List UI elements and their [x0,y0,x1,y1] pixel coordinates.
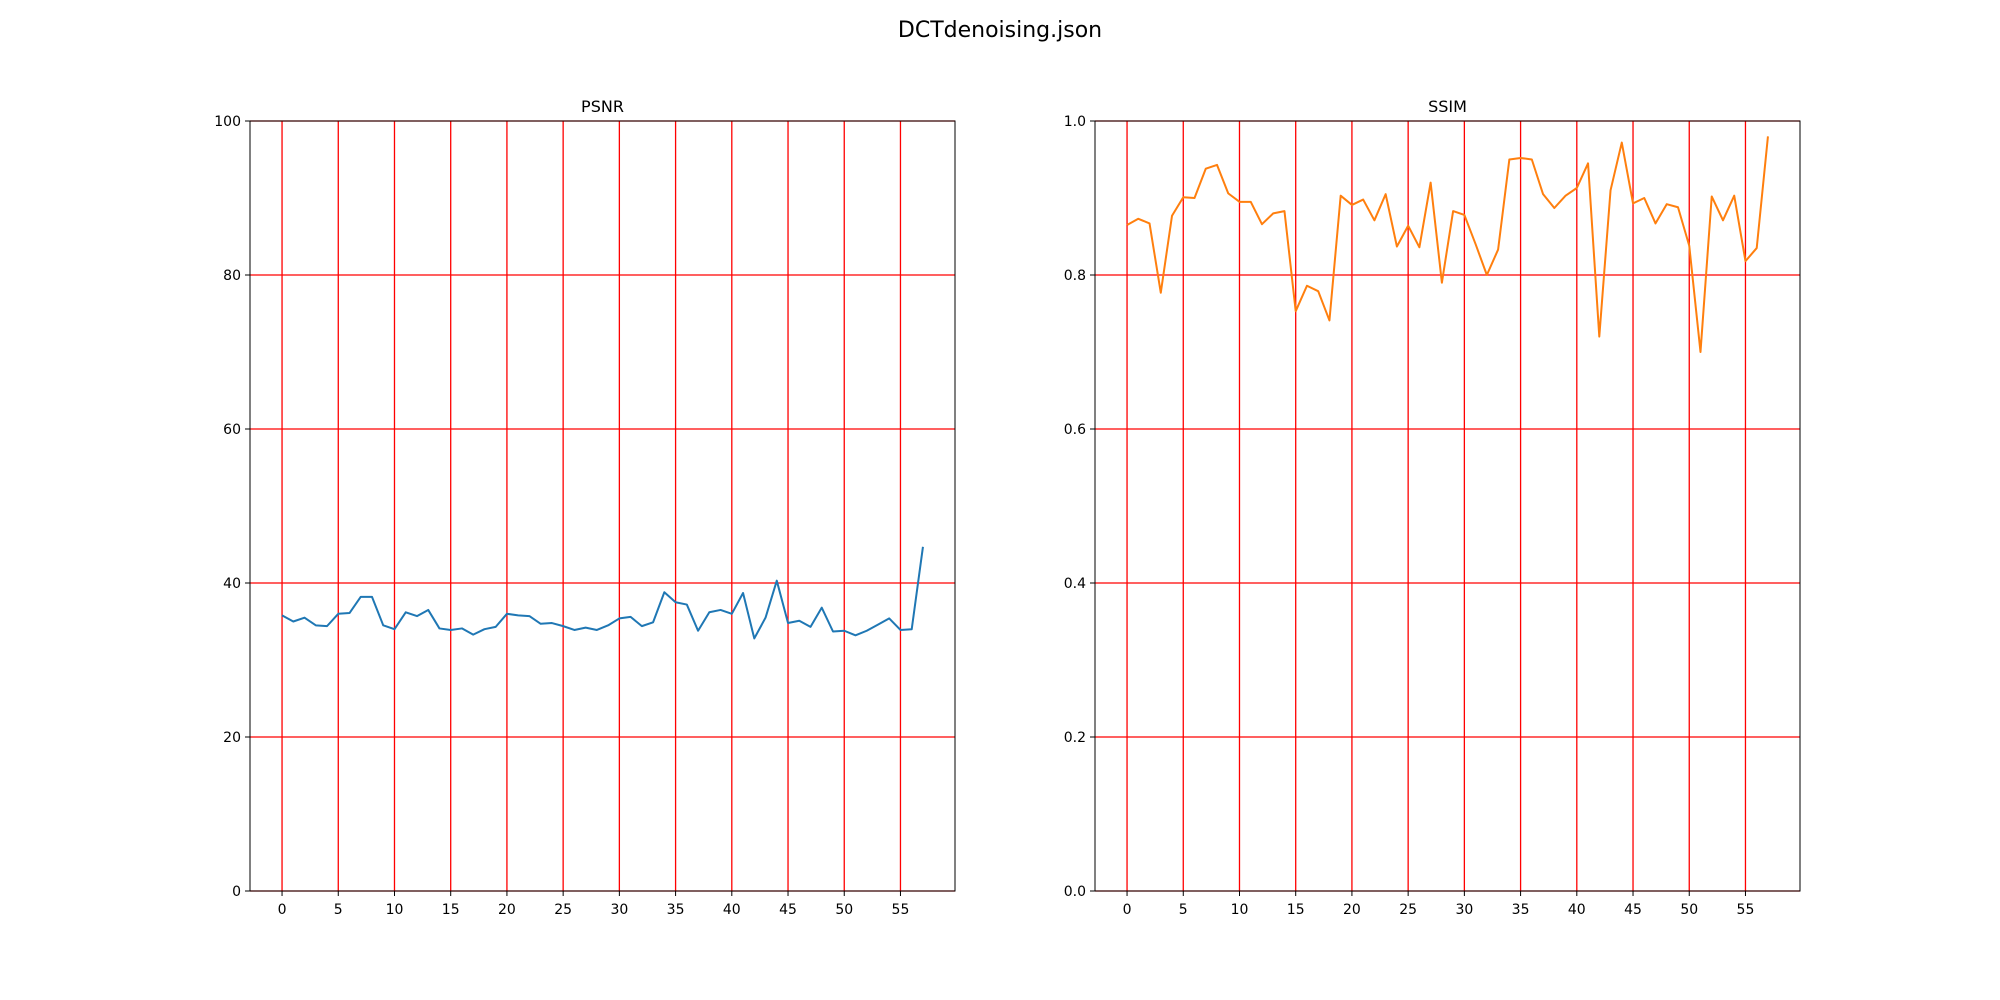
x-tick-label: 50 [1680,902,1698,918]
x-tick-label: 20 [498,902,516,918]
x-tick-label: 10 [386,902,404,918]
y-tick-label: 0.2 [1064,730,1086,746]
y-tick-label: 60 [223,422,241,438]
y-tick-label: 80 [223,268,241,284]
y-tick-label: 40 [223,576,241,592]
x-tick-label: 40 [723,902,741,918]
chart-panel-2: 0 5 10 15 20 25 30 35 40 45 50 55 0.0 0.2 0.4 0.6 0.8 1.0… [1064,97,1801,918]
x-tick-label: 35 [1512,902,1530,918]
x-tick-label: 25 [554,902,572,918]
x-tick-label: 0 [1123,902,1132,918]
x-tick-label: 35 [667,902,685,918]
y-tick-label: 0.4 [1064,576,1086,592]
x-tick-label: 30 [610,902,628,918]
y-tick-label: 0.0 [1064,884,1086,900]
series-line [281,546,924,640]
figure-title: DCTdenoising.json [898,18,1102,43]
x-tick-label: 45 [779,902,797,918]
x-tick-label: 40 [1568,902,1586,918]
x-tick-label: 15 [442,902,460,918]
x-tick-label: 5 [1179,902,1188,918]
y-tick-label: 0 [232,884,241,900]
y-tick-label: 20 [223,730,241,746]
plot-frame [1094,120,1801,892]
x-tick-label: 5 [334,902,343,918]
y-tick-label: 1.0 [1064,114,1086,130]
y-tick-label: 100 [214,114,241,130]
x-tick-label: 10 [1231,902,1249,918]
x-tick-label: 0 [278,902,287,918]
x-tick-label: 15 [1287,902,1305,918]
x-tick-label: 50 [835,902,853,918]
x-tick-label: 25 [1399,902,1417,918]
x-tick-label: 45 [1624,902,1642,918]
plot-frame [249,120,956,892]
chart-panel-1: 0 5 10 15 20 25 30 35 40 45 50 55 0 20 40 60 80 100 PSNR [214,97,956,918]
x-tick-label: 30 [1455,902,1473,918]
chart-title: PSNR [581,97,624,116]
series-line [1126,136,1769,353]
y-tick-label: 0.8 [1064,268,1086,284]
y-tick-label: 0.6 [1064,422,1086,438]
x-tick-label: 20 [1343,902,1361,918]
chart-title: SSIM [1428,97,1467,116]
x-tick-label: 55 [892,902,910,918]
x-tick-label: 55 [1737,902,1755,918]
